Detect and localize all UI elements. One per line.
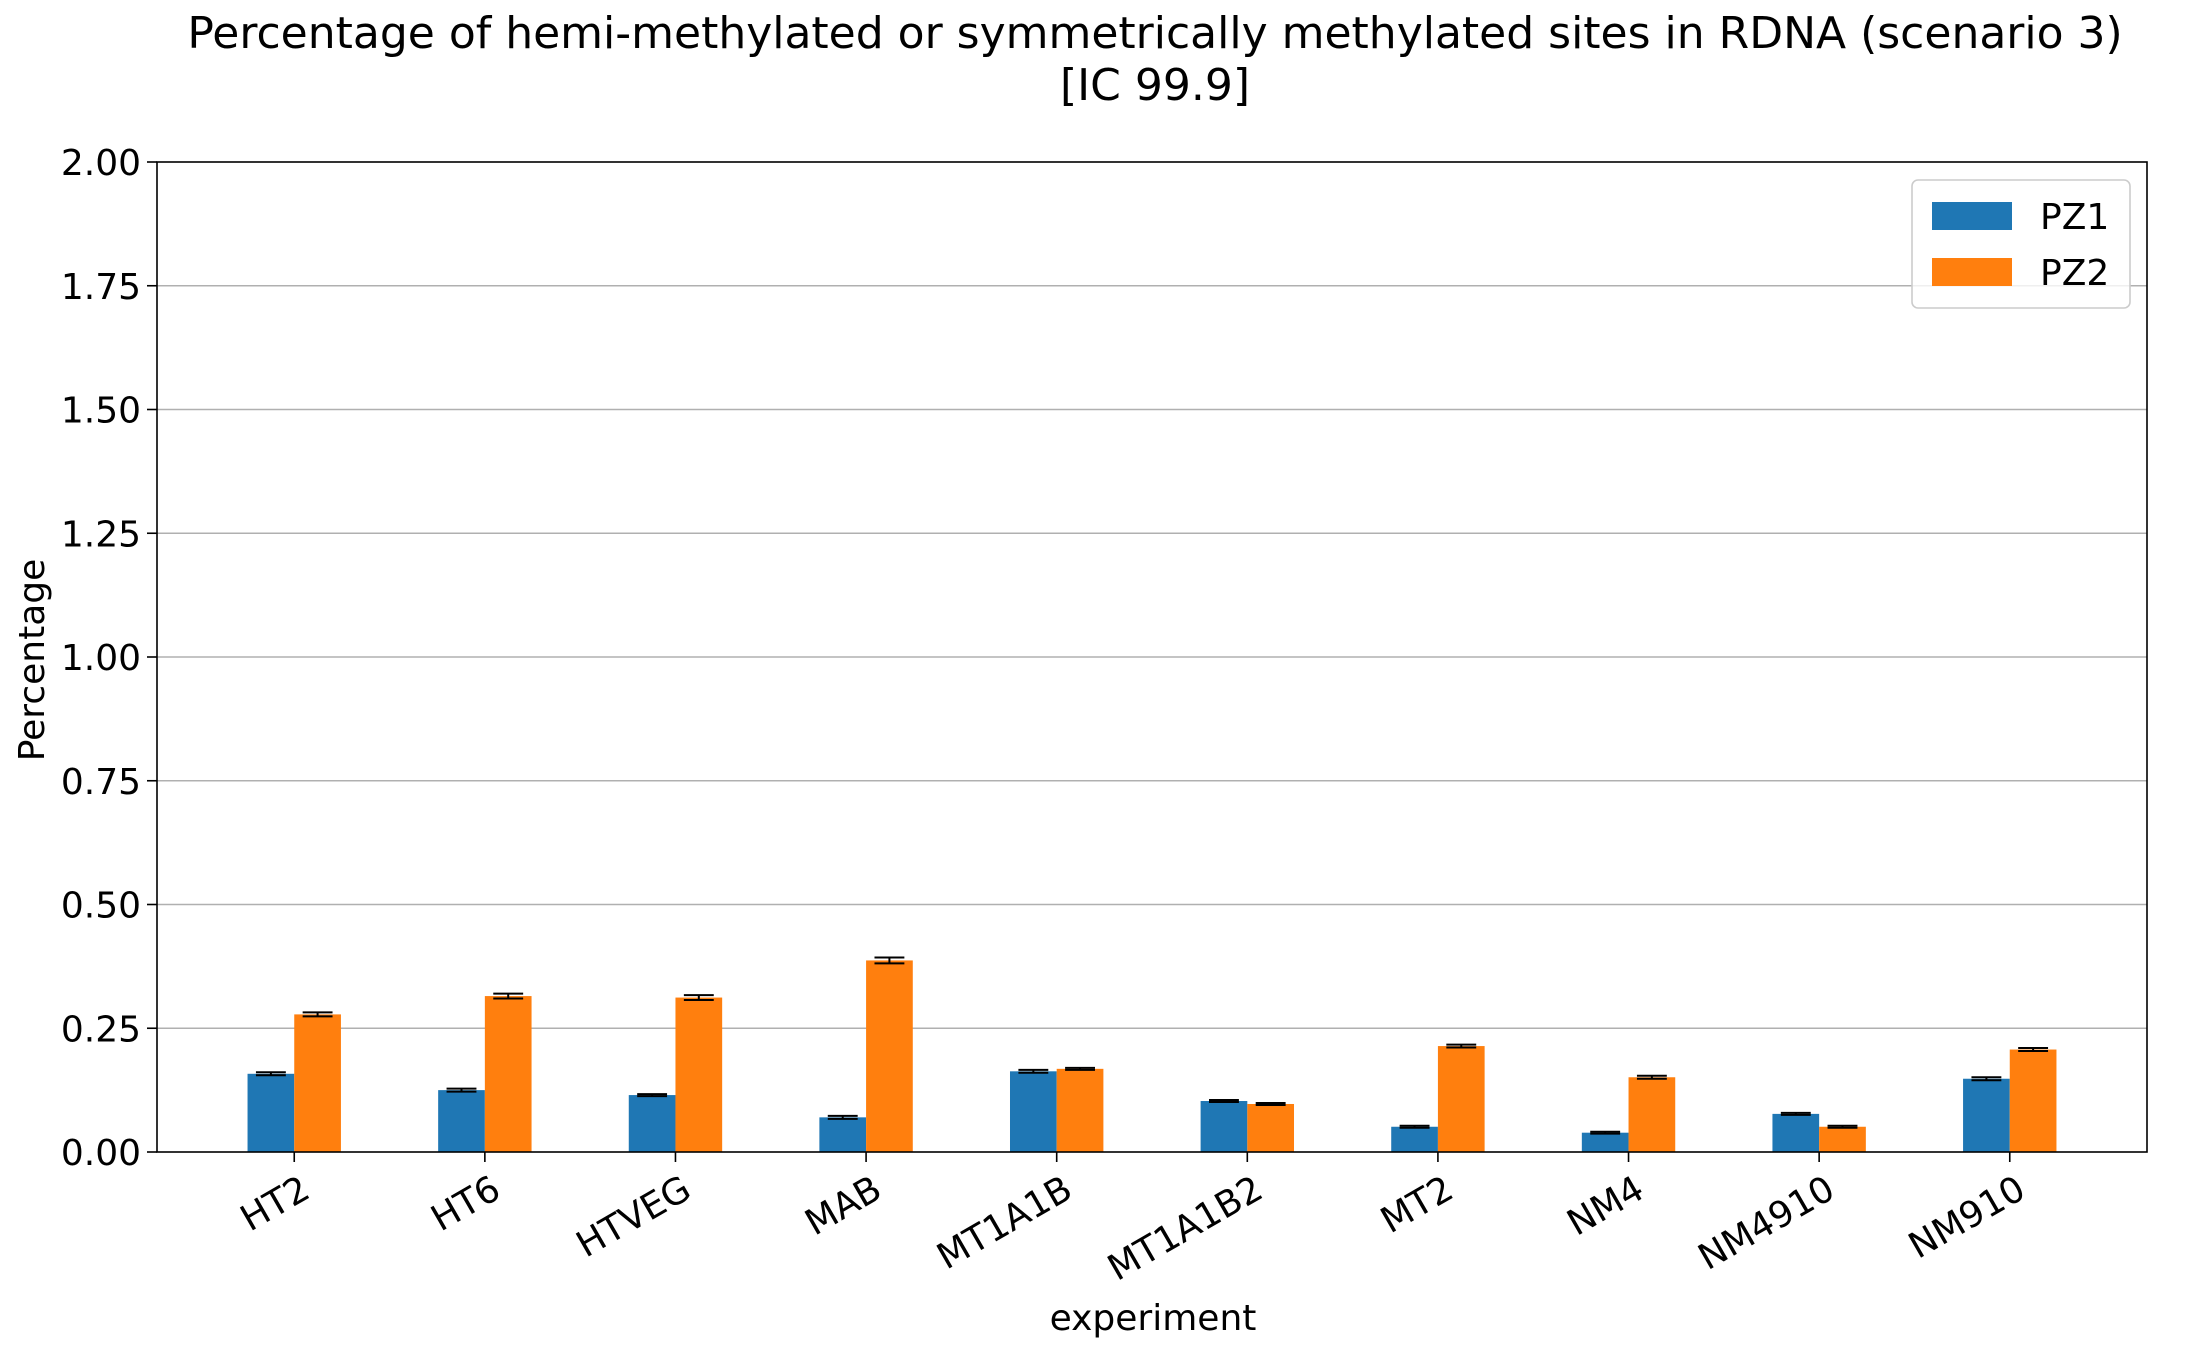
bar-pz2-mab	[866, 960, 913, 1152]
bar-pz2-ht2	[294, 1014, 341, 1152]
x-tick-label: NM910	[1902, 1168, 2032, 1267]
bar-pz2-nm4910	[1819, 1126, 1866, 1152]
y-tick-label: 1.50	[61, 391, 141, 432]
bar-pz2-mt2	[1437, 1046, 1485, 1152]
legend-label-pz1: PZ1	[2040, 197, 2109, 238]
y-tick-label: 0.50	[61, 886, 141, 927]
chart-title: Percentage of hemi-methylated or symmetr…	[187, 8, 2122, 59]
x-tick-label: MT1A1B2	[1101, 1168, 1270, 1289]
y-tick-label: 1.25	[61, 514, 141, 555]
bar-pz1-nm910	[1963, 1078, 2010, 1152]
bar-pz1-mt1a1b	[1009, 1071, 1057, 1152]
gridlines	[157, 284, 2147, 1030]
bars	[247, 960, 2057, 1152]
legend: PZ1 PZ2	[1911, 179, 2131, 309]
bar-pz2-nm4	[1628, 1077, 1676, 1152]
error-bars	[255, 956, 2049, 1135]
y-tick-label: 0.25	[61, 1009, 141, 1050]
bar-pz1-mt2	[1391, 1126, 1438, 1152]
chart-subtitle: [IC 99.9]	[1060, 60, 1250, 111]
bar-pz1-ht6	[438, 1090, 485, 1152]
bar-pz2-mt1a1b2	[1247, 1103, 1295, 1152]
legend-swatch-pz1	[1932, 202, 2012, 230]
bar-pz1-mab	[819, 1117, 867, 1152]
x-tick-label: MT1A1B	[930, 1168, 1079, 1278]
x-tick-label: MAB	[798, 1168, 888, 1244]
y-tick-label: 2.00	[61, 143, 141, 184]
x-tick-label: NM4	[1560, 1168, 1651, 1244]
bar-pz1-htveg	[628, 1095, 676, 1152]
bar-pz2-ht6	[484, 996, 532, 1152]
y-tick-label: 0.00	[61, 1133, 141, 1174]
legend-swatch-pz2	[1932, 258, 2012, 286]
x-axis-ticks: HT2 HT6 HTVEG MAB MT1A1B MT1A1B2 MT2 NM4 NM4910 N…	[234, 1152, 2032, 1289]
bar-pz1-mt1a1b2	[1200, 1101, 1248, 1152]
y-axis-ticks: 0.00 0.25 0.50 0.75 1.00 1.25 1.50 1.75 2.00	[61, 143, 157, 1174]
x-tick-label: NM4910	[1692, 1168, 1842, 1278]
bar-pz2-nm910	[2009, 1049, 2057, 1152]
x-tick-label: HTVEG	[570, 1168, 698, 1266]
x-tick-label: HT2	[234, 1168, 317, 1239]
x-tick-label: MT2	[1374, 1168, 1460, 1241]
y-tick-label: 0.75	[61, 762, 141, 803]
bar-pz2-htveg	[675, 997, 723, 1152]
x-axis-label: experiment	[1050, 1298, 1257, 1339]
bar-pz1-nm4	[1581, 1132, 1629, 1152]
bar-pz1-ht2	[247, 1073, 295, 1152]
y-axis-label: Percentage	[12, 559, 53, 762]
bar-pz1-nm4910	[1772, 1113, 1820, 1152]
x-tick-label: HT6	[425, 1168, 508, 1239]
y-tick-label: 1.00	[61, 638, 141, 679]
bar-pz2-mt1a1b	[1056, 1068, 1104, 1152]
y-tick-label: 1.75	[61, 267, 141, 308]
legend-label-pz2: PZ2	[2040, 253, 2109, 294]
